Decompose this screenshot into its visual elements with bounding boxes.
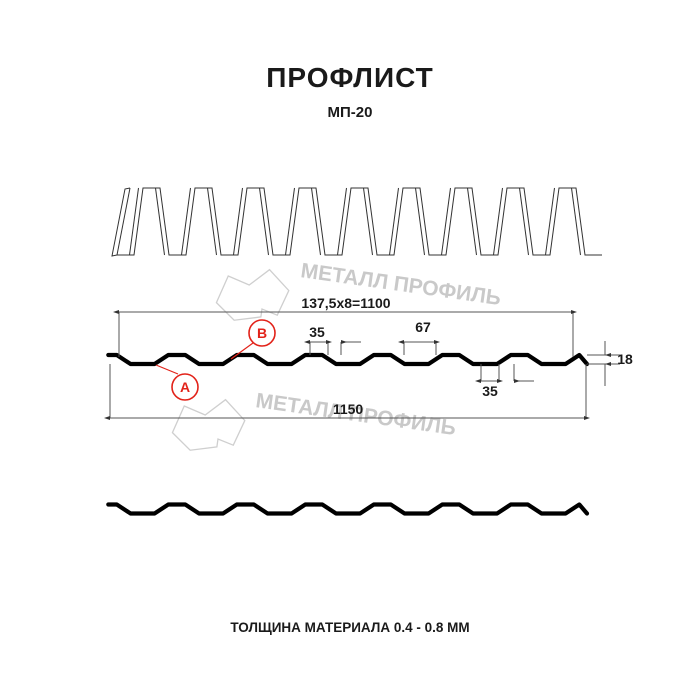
svg-text:35: 35 [309, 324, 325, 340]
svg-text:1150: 1150 [333, 401, 364, 417]
svg-text:18: 18 [617, 351, 633, 367]
svg-text:A: A [180, 379, 190, 395]
svg-text:67: 67 [415, 319, 431, 335]
svg-text:137,5x8=1100: 137,5x8=1100 [301, 295, 390, 311]
svg-text:35: 35 [482, 383, 498, 399]
svg-text:B: B [257, 325, 267, 341]
